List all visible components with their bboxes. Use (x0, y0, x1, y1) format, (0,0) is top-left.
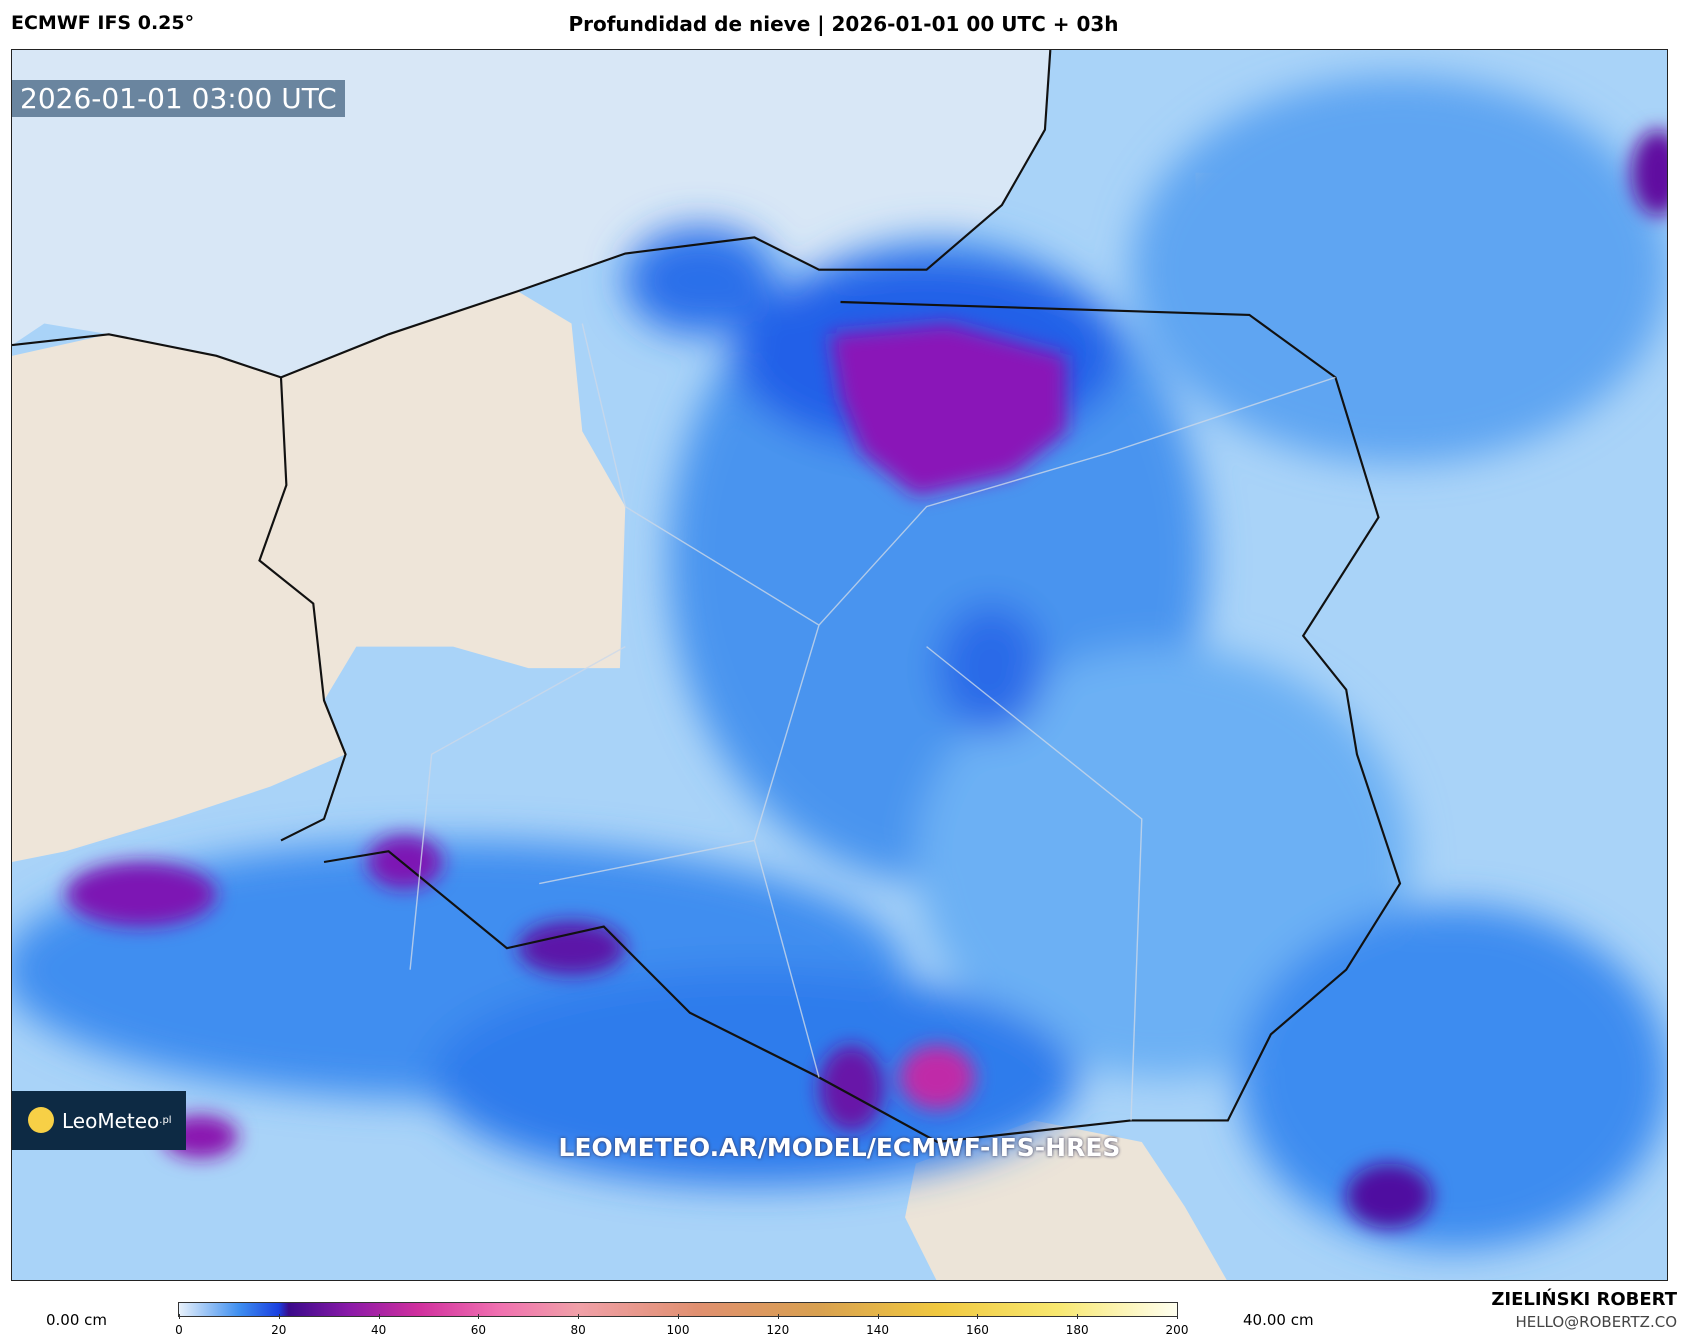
map: 2026-01-01 03:00 UTC LeoMeteo .pl LEOMETE… (11, 49, 1668, 1281)
colorbar-tick-label: 120 (766, 1323, 790, 1337)
colorbar-tick-label: 160 (965, 1323, 989, 1337)
logo: LeoMeteo .pl (12, 1091, 186, 1150)
colorbar-tick-label: 200 (1165, 1323, 1189, 1337)
colorbar-tick-label: 180 (1065, 1323, 1089, 1337)
colorbar-tick-label: 80 (570, 1323, 586, 1337)
timestamp: 2026-01-01 03:00 UTC (12, 80, 345, 117)
colorbar-tick (179, 1314, 180, 1319)
colorbar-tick (777, 1314, 779, 1319)
logo-suffix: .pl (159, 1115, 172, 1126)
colorbar-tick (578, 1314, 580, 1319)
colorbar-tick (478, 1314, 480, 1319)
logo-icon (28, 1107, 54, 1133)
colorbar-tick-label: 100 (666, 1323, 690, 1337)
map-canvas (12, 50, 1667, 1280)
email: HELLO@ROBERTZ.CO (1515, 1313, 1677, 1331)
colorbar-tick-label: 60 (470, 1323, 487, 1337)
colorbar-tick-label: 20 (271, 1323, 287, 1337)
colorbar-max-label: 40.00 cm (1243, 1311, 1314, 1329)
colorbar-tick (278, 1314, 280, 1319)
colorbar-tick (977, 1314, 979, 1319)
colorbar-tick-label: 140 (866, 1323, 890, 1337)
author: ZIELIŃSKI ROBERT (1491, 1289, 1677, 1310)
colorbar-tick (1077, 1314, 1079, 1319)
colorbar-tick-label: 0 (175, 1323, 183, 1337)
colorbar-tick-label: 40 (370, 1323, 387, 1337)
colorbar-tick (678, 1314, 679, 1319)
title: Profundidad de nieve | 2026-01-01 00 UTC… (568, 12, 1119, 36)
colorbar-min-label: 0.00 cm (46, 1311, 108, 1329)
model-label: ECMWF IFS 0.25° (11, 12, 195, 34)
logo-text: LeoMeteo (62, 1108, 160, 1133)
colorbar-tick (877, 1314, 879, 1319)
colorbar-tick (378, 1314, 380, 1319)
colorbar-tick (1177, 1314, 1178, 1319)
watermark: LEOMETEO.AR/MODEL/ECMWF-IFS-HRES (558, 1133, 1121, 1162)
